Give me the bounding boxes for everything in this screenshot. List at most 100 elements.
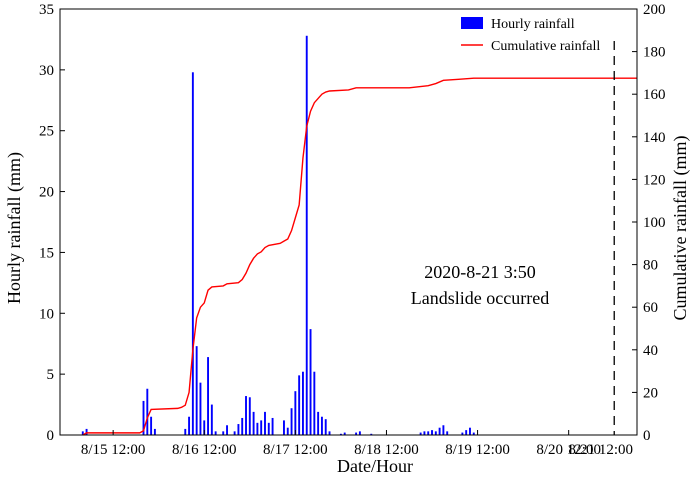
x-tick-label-5: 8/20 12:00 — [536, 442, 601, 458]
hourly-rainfall-bar-52 — [442, 425, 445, 435]
hourly-rainfall-bar-11 — [203, 420, 206, 435]
axes — [59, 8, 638, 436]
hourly-rainfall-bar-37 — [317, 411, 320, 435]
legend-swatch-hourly-rainfall — [461, 17, 483, 29]
hourly-rainfall-bar-22 — [252, 411, 255, 435]
y-left-tick-label-1: 5 — [47, 367, 55, 383]
y-left-tick-label-6: 30 — [39, 63, 54, 79]
hourly-rainfall-bar-9 — [195, 346, 198, 435]
y-right-tick-label-4: 80 — [643, 258, 658, 274]
y-left-tick-label-2: 10 — [39, 306, 54, 322]
hourly-rainfall-bar-49 — [431, 430, 433, 435]
hourly-rainfall-bar-21 — [248, 397, 251, 435]
hourly-rainfall-bar-34 — [305, 35, 308, 435]
hourly-rainfall-bar-27 — [271, 417, 274, 435]
hourly-rainfall-bar-46 — [419, 432, 422, 435]
hourly-rainfall-bar-42 — [343, 432, 346, 435]
cumulative-rainfall-line — [82, 77, 637, 436]
hourly-rainfall-bar-36 — [313, 371, 316, 435]
hourly-rainfall-bar-40 — [328, 431, 331, 435]
hourly-rainfall-bar-56 — [469, 427, 471, 435]
hourly-rainfall-bar-41 — [339, 433, 342, 435]
hourly-rainfall-bar-26 — [267, 422, 270, 435]
y-right-tick-label-10: 200 — [643, 2, 666, 18]
hourly-rainfall-bar-6 — [184, 428, 187, 435]
x-tick-label-2: 8/17 12:00 — [263, 442, 328, 458]
hourly-rainfall-bar-53 — [446, 431, 449, 435]
plot-frame — [59, 8, 638, 436]
hourly-rainfall-bar-8 — [191, 72, 194, 435]
legend-label-cumulative-rainfall: Cumulative rainfall — [491, 39, 600, 54]
hourly-rainfall-bar-50 — [434, 431, 437, 435]
hourly-rainfall-bar-55 — [465, 430, 468, 435]
y-right-tick-label-9: 180 — [643, 45, 666, 61]
hourly-rainfall-bar-33 — [302, 371, 304, 435]
x-tick-label-1: 8/16 12:00 — [172, 442, 237, 458]
y-left-tick-label-4: 20 — [39, 185, 54, 201]
hourly-rainfall-bar-1 — [85, 428, 88, 435]
hourly-rainfall-bar-5 — [153, 428, 156, 435]
hourly-rainfall-bar-45 — [370, 433, 373, 435]
hourly-rainfall-bar-29 — [286, 427, 289, 435]
y-left-tick-label-0: 0 — [47, 428, 55, 444]
hourly-rainfall-bar-23 — [256, 422, 259, 435]
y-right-tick-label-7: 140 — [643, 130, 666, 146]
x-axis-title: Date/Hour — [337, 456, 413, 476]
hourly-rainfall-bar-10 — [199, 382, 202, 435]
hourly-rainfall-bar-20 — [245, 396, 247, 435]
hourly-rainfall-bar-51 — [438, 427, 441, 435]
hourly-rainfall-bar-48 — [427, 431, 430, 435]
hourly-rainfall-bar-47 — [423, 431, 426, 435]
landslide-annotation-label: Landslide occurred — [411, 288, 549, 308]
ticks: 0 5 10 15 20 25 30 35 0 20 40 60 80 100 120 140 160 180 20… — [39, 2, 666, 458]
hourly-rainfall-bar-25 — [264, 411, 266, 435]
x-tick-label-0: 8/15 12:00 — [81, 442, 146, 458]
hourly-rainfall-bar-39 — [324, 419, 327, 435]
y-right-tick-label-8: 160 — [643, 87, 666, 103]
cumulative-rainfall-line-group — [82, 77, 637, 436]
hourly-rainfall-bar-0 — [81, 431, 84, 435]
hourly-rainfall-bar-14 — [214, 431, 217, 435]
hourly-rainfall-bar-4 — [150, 416, 153, 435]
y-right-tick-label-1: 20 — [643, 385, 658, 401]
hourly-rainfall-bar-44 — [358, 431, 361, 435]
hourly-rainfall-bar-15 — [222, 431, 225, 435]
y-left-tick-label-5: 25 — [39, 124, 54, 140]
hourly-rainfall-bar-2 — [142, 400, 145, 435]
y-left-tick-label-3: 15 — [39, 245, 54, 261]
hourly-rainfall-bar-18 — [237, 424, 240, 435]
hourly-rainfall-bar-17 — [233, 431, 236, 435]
y-right-tick-label-5: 100 — [643, 215, 666, 231]
hourly-rainfall-bar-38 — [320, 416, 323, 435]
y-right-tick-label-6: 120 — [643, 172, 666, 188]
hourly-rainfall-bar-57 — [472, 432, 475, 435]
y-right-tick-label-3: 60 — [643, 300, 658, 316]
landslide-annotation-date: 2020-8-21 3:50 — [424, 262, 536, 282]
hourly-rainfall-bar-31 — [294, 391, 297, 435]
y-axis-right-title: Cumulative rainfall (mm) — [670, 136, 691, 321]
hourly-rainfall-bar-54 — [461, 432, 464, 435]
y-right-tick-label-2: 40 — [643, 343, 658, 359]
hourly-rainfall-bars — [81, 35, 475, 435]
x-tick-label-4: 8/19 12:00 — [445, 442, 510, 458]
legend: Hourly rainfall Cumulative rainfall — [461, 17, 600, 54]
hourly-rainfall-bar-35 — [309, 329, 312, 435]
hourly-rainfall-bar-28 — [283, 420, 285, 435]
x-tick-label-6: 8/21 12:00 — [568, 442, 633, 458]
hourly-rainfall-bar-7 — [188, 416, 191, 435]
x-tick-label-3: 8/18 12:00 — [354, 442, 419, 458]
hourly-rainfall-bar-30 — [290, 408, 293, 435]
hourly-rainfall-bar-13 — [210, 404, 213, 435]
y-left-tick-label-7: 35 — [39, 2, 54, 18]
hourly-rainfall-bar-24 — [260, 420, 263, 435]
legend-label-hourly-rainfall: Hourly rainfall — [491, 17, 575, 32]
y-right-tick-label-0: 0 — [643, 428, 651, 444]
y-axis-left-title: Hourly rainfall (mm) — [4, 152, 25, 304]
hourly-rainfall-bar-32 — [298, 375, 301, 435]
hourly-rainfall-bar-16 — [226, 425, 228, 435]
hourly-rainfall-bar-19 — [241, 417, 244, 435]
hourly-rainfall-bar-12 — [207, 357, 209, 435]
hourly-rainfall-bar-43 — [355, 432, 358, 435]
